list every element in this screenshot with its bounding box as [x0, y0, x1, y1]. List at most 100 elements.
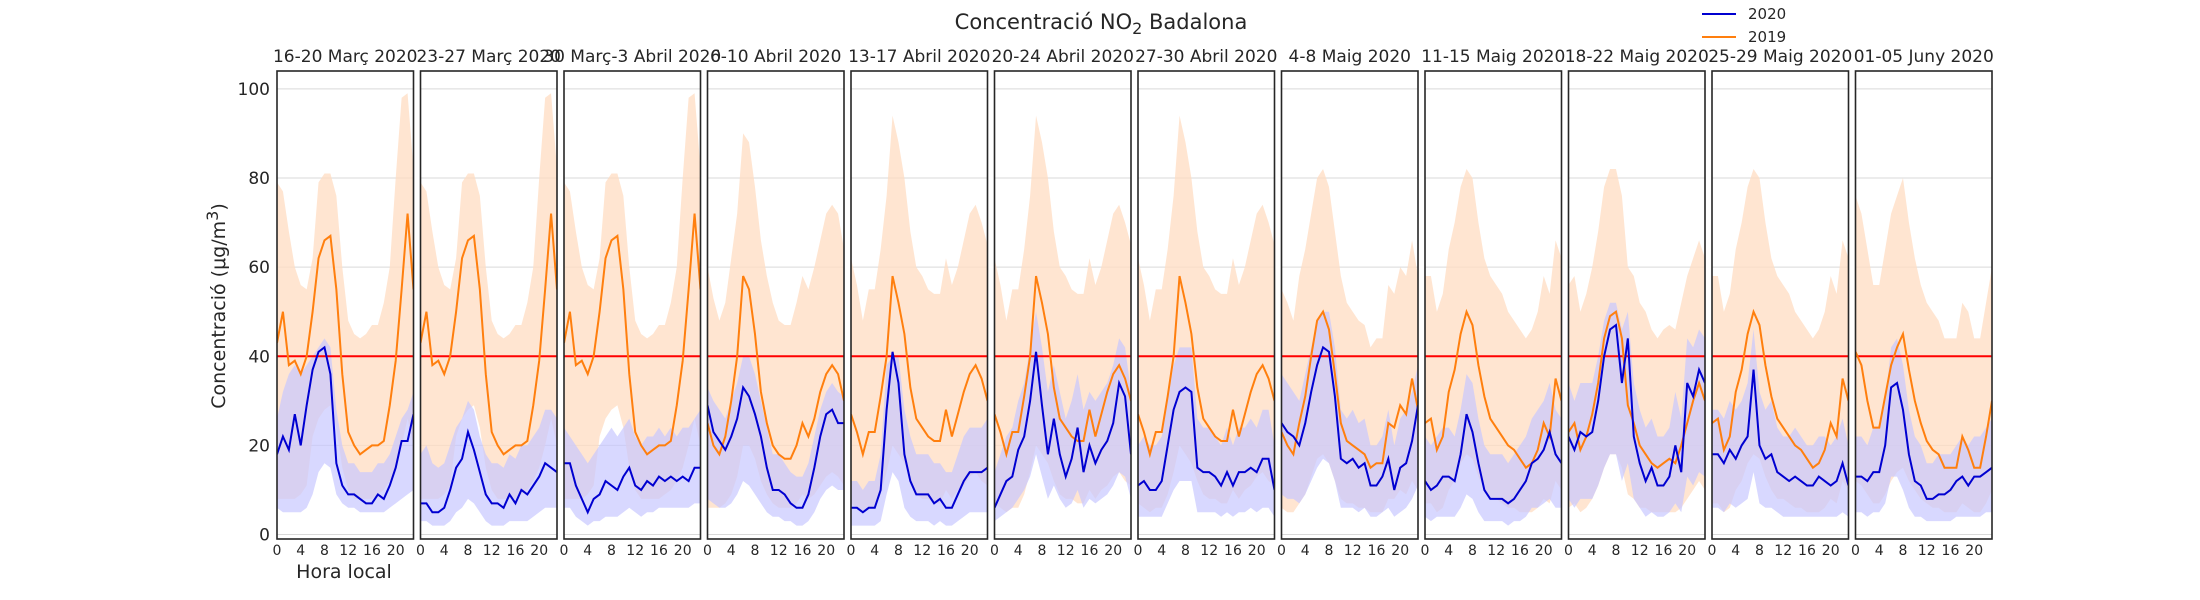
x-tick-label: 20 — [1822, 543, 1840, 559]
x-tick-label: 0 — [990, 543, 999, 559]
panel-title: 16-20 Març 2020 — [273, 47, 418, 67]
panel-frame — [1424, 70, 1563, 540]
x-tick-label: 0 — [1134, 543, 1143, 559]
panel-frame — [419, 70, 558, 540]
x-tick-label: 8 — [1468, 543, 1477, 559]
x-tick-label: 0 — [847, 543, 856, 559]
x-tick-label: 4 — [1444, 543, 1453, 559]
panel-9: 11-15 Maig 2020 0 4 8 12 16 20 — [1421, 47, 1566, 559]
panel-2: 23-27 Març 2020 0 4 8 12 16 20 — [416, 47, 561, 559]
x-tick-label: 8 — [464, 543, 473, 559]
x-tick-label: 4 — [1731, 543, 1740, 559]
x-tick-label: 12 — [1631, 543, 1649, 559]
y-tick-label: 0 — [259, 526, 270, 546]
x-tick-label: 12 — [1918, 543, 1936, 559]
series-2019-line — [1855, 330, 1992, 469]
series-2020-line — [1855, 381, 1992, 500]
panel-8: 4-8 Maig 2020 0 4 8 12 16 20 — [1277, 47, 1419, 559]
series-2019-line — [564, 213, 701, 456]
legend: 2020 2019 — [1702, 5, 1786, 46]
panel-plot-area — [420, 88, 557, 536]
series-2020-line — [707, 384, 844, 509]
panel-7: 27-30 Abril 2020 0 4 8 12 16 20 — [1134, 47, 1278, 559]
series-2019-line — [420, 213, 557, 456]
x-tick-label: 12 — [339, 543, 357, 559]
series-2020-line — [277, 345, 414, 505]
panel-plot-area — [707, 88, 844, 536]
panel-title: 13-17 Abril 2020 — [848, 47, 990, 67]
x-tick-label: 0 — [1708, 543, 1717, 559]
x-tick-label: 4 — [1157, 543, 1166, 559]
y-tick-label: 60 — [248, 258, 270, 278]
series-2019-line — [994, 275, 1131, 459]
x-tick-label: 20 — [817, 543, 835, 559]
band-2020 — [1712, 329, 1849, 517]
panel-title: 23-27 Març 2020 — [416, 47, 561, 67]
x-tick-label: 12 — [770, 543, 788, 559]
x-tick-label: 8 — [894, 543, 903, 559]
series-2019-line — [1138, 275, 1275, 459]
panel-title: 25-29 Maig 2020 — [1708, 47, 1852, 67]
x-tick-label: 8 — [1038, 543, 1047, 559]
panel-title: 6-10 Abril 2020 — [710, 47, 842, 67]
x-tick-label: 20 — [961, 543, 979, 559]
panel-plot-area — [277, 88, 414, 536]
panel-plot-area — [1568, 88, 1705, 536]
series-2020-line — [1712, 369, 1849, 487]
series-2020-line — [1425, 413, 1562, 505]
panel-6: 20-24 Abril 2020 0 4 8 12 16 20 — [990, 47, 1134, 559]
panel-frame — [276, 70, 415, 540]
x-tick-label: 20 — [1678, 543, 1696, 559]
x-tick-label: 0 — [1277, 543, 1286, 559]
y-tick-label: 20 — [248, 436, 270, 456]
panel-12: 01-05 Juny 2020 0 4 8 12 16 20 — [1851, 47, 1994, 559]
x-tick-label: 8 — [1181, 543, 1190, 559]
panel-frame — [1137, 70, 1276, 540]
x-tick-label: 8 — [607, 543, 616, 559]
panel-frame — [1854, 70, 1993, 540]
panel-title: 11-15 Maig 2020 — [1421, 47, 1565, 67]
y-tick-label: 100 — [238, 80, 270, 100]
panel-plot-area — [994, 88, 1131, 536]
series-2020-line — [851, 351, 988, 514]
band-2019 — [564, 93, 701, 499]
x-tick-label: 20 — [1965, 543, 1983, 559]
x-tick-label: 16 — [1798, 543, 1816, 559]
x-tick-label: 16 — [1655, 543, 1673, 559]
panel-frame — [563, 70, 702, 540]
panel-title: 4-8 Maig 2020 — [1289, 47, 1411, 67]
panel-title: 01-05 Juny 2020 — [1854, 47, 1994, 67]
x-tick-label: 12 — [1344, 543, 1362, 559]
band-2020 — [1281, 311, 1418, 517]
panel-plot-area — [1138, 88, 1275, 536]
x-tick-label: 4 — [727, 543, 736, 559]
x-tick-label: 8 — [320, 543, 329, 559]
band-2020 — [1855, 338, 1992, 522]
x-tick-label: 16 — [1511, 543, 1529, 559]
x-tick-label: 12 — [1057, 543, 1075, 559]
series-2019-line — [277, 213, 414, 456]
x-tick-label: 16 — [794, 543, 812, 559]
x-tick-label: 4 — [583, 543, 592, 559]
x-tick-label: 0 — [1421, 543, 1430, 559]
panel-title: 18-22 Maig 2020 — [1565, 47, 1709, 67]
x-tick-label: 16 — [507, 543, 525, 559]
x-tick-label: 8 — [751, 543, 760, 559]
y-tick-label: 40 — [248, 347, 270, 367]
panel-11: 25-29 Maig 2020 0 4 8 12 16 20 — [1708, 47, 1853, 559]
panel-plot-area — [1281, 88, 1418, 536]
legend-label-2020: 2020 — [1748, 5, 1786, 23]
panel-plot-area — [1855, 88, 1992, 536]
x-tick-label: 4 — [296, 543, 305, 559]
x-tick-label: 8 — [1755, 543, 1764, 559]
x-tick-label: 16 — [363, 543, 381, 559]
panel-plot-area — [851, 88, 988, 536]
panel-frame — [993, 70, 1132, 540]
panel-plot-area — [1425, 88, 1562, 536]
series-2020-line — [1138, 386, 1275, 491]
panel-4: 6-10 Abril 2020 0 4 8 12 16 20 — [703, 47, 845, 559]
x-tick-label: 12 — [913, 543, 931, 559]
